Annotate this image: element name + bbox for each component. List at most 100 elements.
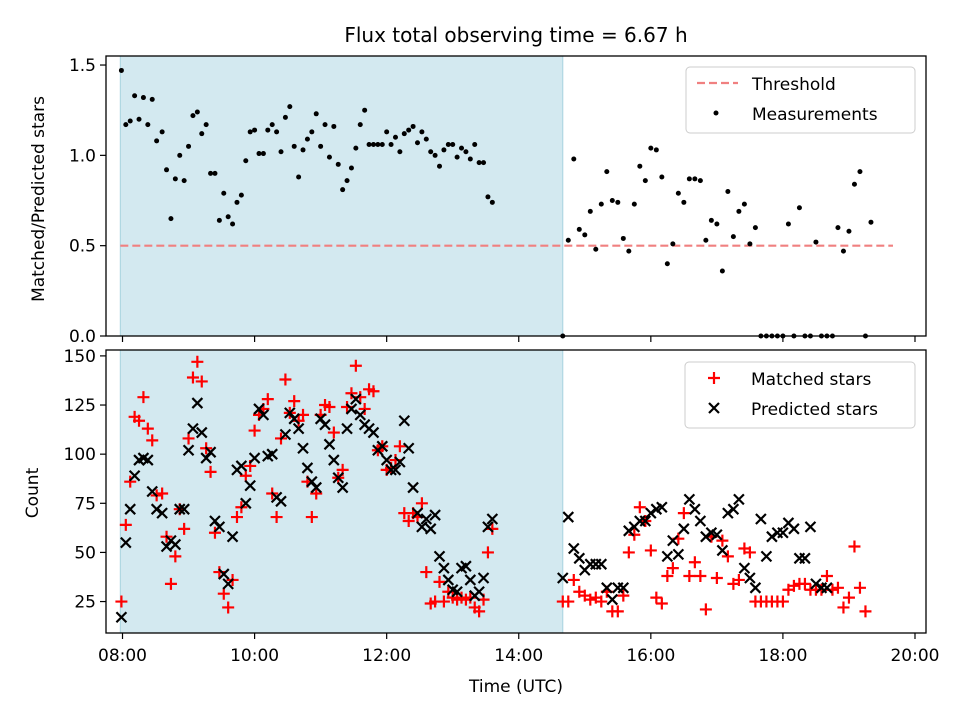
- x-tick-label: 16:00: [626, 646, 675, 666]
- measurement-point: [344, 178, 350, 184]
- measurement-point: [664, 261, 670, 267]
- measurement-point: [741, 201, 747, 207]
- matched-star-point: [208, 526, 221, 539]
- measurement-point: [840, 248, 846, 254]
- x-axis-label: Time (UTC): [468, 677, 563, 697]
- observing-window-shade: [119, 55, 564, 337]
- measurement-point: [730, 234, 736, 240]
- measurement-point: [598, 201, 604, 207]
- matched-star-point: [420, 566, 433, 579]
- axes-frame: [105, 349, 927, 634]
- matched-star-point: [415, 497, 428, 510]
- predicted-star-point: [568, 542, 580, 555]
- predicted-star-point: [738, 562, 751, 574]
- matched-star-point: [787, 579, 800, 592]
- predicted-star-point: [150, 503, 163, 515]
- measurement-point: [719, 268, 725, 274]
- y-tick-label: 1.0: [69, 146, 96, 166]
- predicted-star-point: [213, 521, 226, 533]
- matched-star-point: [261, 393, 274, 406]
- measurement-point: [463, 149, 469, 155]
- measurement-point: [593, 246, 599, 252]
- predicted-star-point: [573, 552, 586, 565]
- matched-star-point: [650, 591, 663, 604]
- matched-star-point: [831, 581, 844, 594]
- predicted-star-point: [402, 442, 415, 455]
- predicted-star-point: [156, 507, 168, 519]
- predicted-star-point: [617, 582, 630, 594]
- chart-title: Flux total observing time = 6.67 h: [344, 23, 687, 47]
- matched-star-point: [611, 605, 624, 618]
- y-tick-label: 100: [64, 445, 96, 465]
- matched-star-point: [473, 605, 486, 618]
- measurement-point: [397, 149, 403, 155]
- measurement-point: [212, 170, 218, 176]
- y-tick-label: 150: [64, 347, 96, 367]
- predicted-star-point: [623, 525, 635, 537]
- matched-star-point: [437, 595, 450, 608]
- predicted-star-point: [336, 481, 349, 494]
- predicted-star-point: [639, 515, 652, 527]
- x-tick-label: 18:00: [758, 646, 807, 666]
- predicted-star-point: [394, 456, 406, 468]
- measurement-point: [287, 104, 293, 110]
- measurement-point: [692, 176, 698, 182]
- measurement-point: [736, 208, 742, 214]
- predicted-star-point: [288, 413, 300, 425]
- predicted-star-point: [429, 509, 441, 521]
- matched-star-point: [710, 571, 723, 584]
- predicted-star-point: [433, 550, 446, 563]
- predicted-star-point: [292, 422, 305, 435]
- predicted-star-point: [689, 503, 701, 515]
- matched-star-point: [349, 359, 362, 372]
- matched-star-point: [239, 469, 252, 482]
- measurement-point: [282, 114, 288, 120]
- measurement-point: [177, 152, 183, 158]
- measurement-point: [626, 248, 632, 254]
- predicted-star-point: [275, 495, 287, 508]
- matched-star-point: [820, 570, 833, 583]
- measurement-point: [132, 93, 138, 99]
- measurement-point: [410, 123, 416, 129]
- matched-star-point: [288, 395, 301, 408]
- matched-star-point: [310, 487, 323, 500]
- predicted-star-point: [328, 454, 340, 466]
- predicted-star-point: [169, 538, 182, 551]
- predicted-star-point: [711, 528, 723, 541]
- legend-measurements-swatch: [713, 110, 719, 116]
- predicted-star-point: [398, 414, 411, 427]
- measurement-point: [615, 199, 621, 205]
- predicted-star-point: [128, 470, 141, 482]
- matched-star-point: [633, 501, 646, 514]
- measurement-point: [653, 147, 659, 153]
- predicted-star-point: [464, 574, 477, 586]
- matched-star-point: [279, 373, 292, 386]
- measurement-point: [318, 143, 324, 149]
- predicted-star-point: [226, 530, 239, 543]
- y-tick-label: 25: [74, 593, 96, 613]
- matched-star-point: [694, 570, 707, 583]
- measurement-point: [868, 219, 874, 225]
- measurement-point: [164, 167, 170, 173]
- predicted-star-point: [266, 448, 278, 460]
- matched-star-point: [402, 514, 415, 527]
- matched-star-point: [119, 518, 132, 531]
- matched-star-point: [481, 546, 494, 559]
- matched-star-point: [341, 400, 354, 413]
- measurement-point: [127, 118, 133, 124]
- measurement-point: [370, 142, 376, 148]
- measurement-point: [247, 129, 253, 135]
- predicted-star-point: [804, 521, 817, 533]
- predicted-star-point: [187, 422, 199, 435]
- predicted-star-point: [700, 530, 712, 543]
- matched-star-point: [595, 595, 608, 608]
- predicted-star-point: [438, 562, 450, 574]
- measurement-point: [159, 129, 165, 135]
- measurement-point: [392, 134, 398, 140]
- measurement-point: [208, 170, 214, 176]
- measurement-point: [725, 188, 731, 194]
- predicted-star-point: [821, 582, 833, 594]
- measurement-point: [675, 190, 681, 196]
- measurement-point: [565, 237, 571, 243]
- legend: Threshold Measurements: [685, 66, 916, 134]
